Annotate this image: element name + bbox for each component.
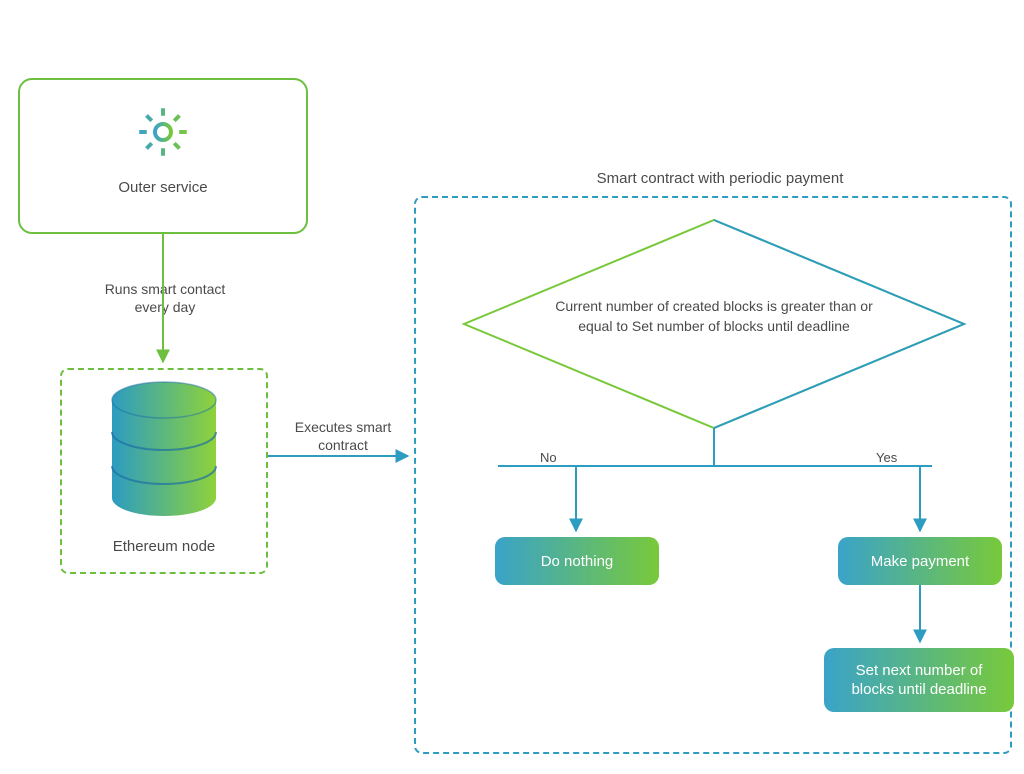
make-payment-label: Make payment	[871, 553, 969, 570]
ethereum-node-label: Ethereum node	[60, 538, 268, 555]
smart-contract-title: Smart contract with periodic payment	[540, 170, 900, 187]
database-icon	[108, 380, 220, 520]
node-make-payment: Make payment	[838, 537, 1002, 585]
edge-label-no: No	[540, 450, 557, 465]
do-nothing-label: Do nothing	[541, 553, 614, 570]
edge-label-runs: Runs smart contact every day	[100, 280, 230, 316]
gear-icon	[133, 102, 193, 162]
outer-service-label: Outer service	[20, 179, 306, 196]
edge-label-executes: Executes smart contract	[278, 418, 408, 454]
node-set-next: Set next number of blocks until deadline	[824, 648, 1014, 712]
decision-label: Current number of created blocks is grea…	[542, 296, 886, 337]
edge-label-yes: Yes	[876, 450, 897, 465]
node-outer-service: Outer service	[18, 78, 308, 234]
node-do-nothing: Do nothing	[495, 537, 659, 585]
flowchart-canvas: Outer service Ethereum node Smart contra…	[0, 0, 1024, 774]
set-next-label: Set next number of blocks until deadline	[834, 661, 1004, 700]
